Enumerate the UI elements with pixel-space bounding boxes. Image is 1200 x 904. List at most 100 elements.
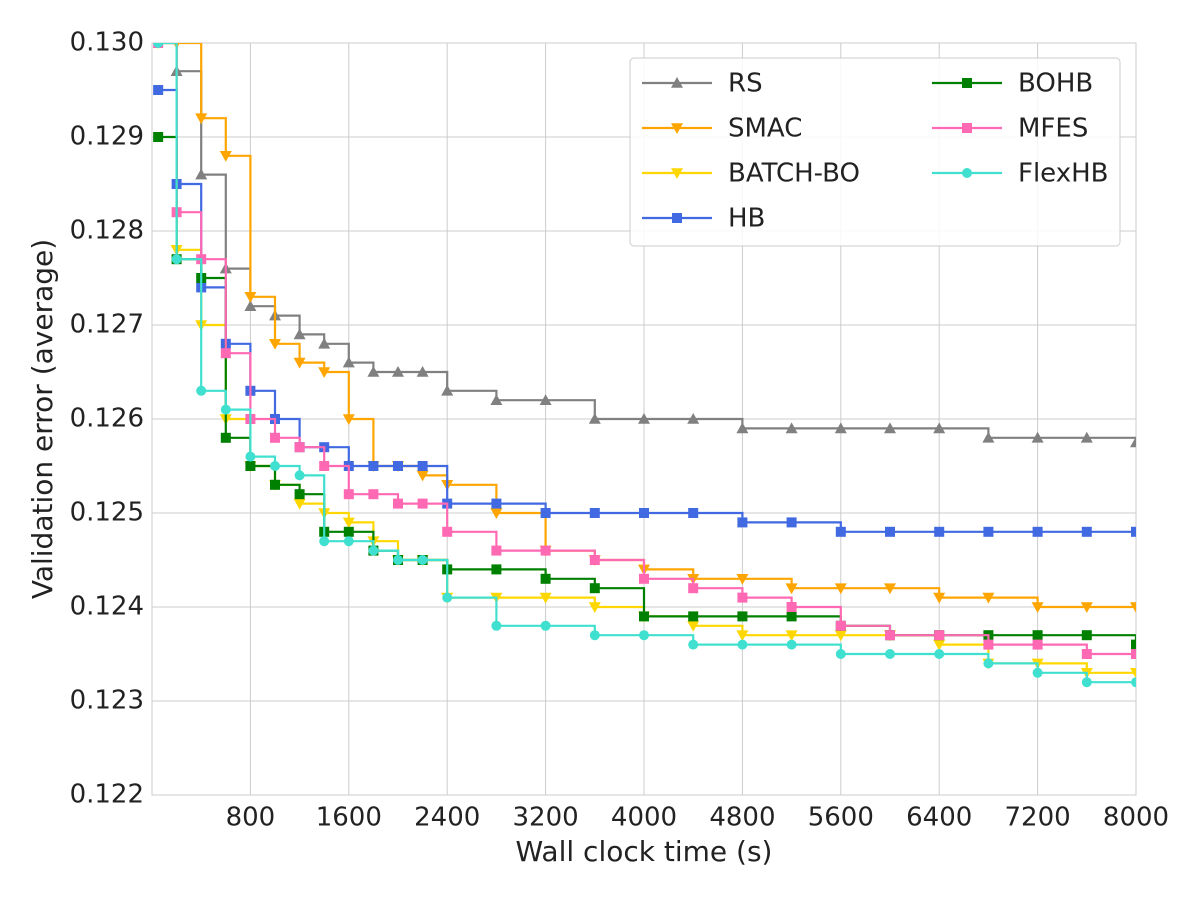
marker xyxy=(245,451,256,462)
marker xyxy=(933,639,946,651)
marker xyxy=(737,639,748,650)
series-line xyxy=(175,43,1136,443)
x-tick-label: 3200 xyxy=(513,803,579,833)
marker xyxy=(416,470,429,482)
legend-label: SMAC xyxy=(728,114,802,144)
marker xyxy=(1081,677,1092,688)
marker xyxy=(220,404,231,415)
marker xyxy=(1131,677,1136,688)
marker xyxy=(171,254,182,265)
marker xyxy=(639,573,649,584)
marker xyxy=(319,536,330,547)
marker xyxy=(342,356,355,368)
marker xyxy=(244,292,257,303)
x-tick-label: 1600 xyxy=(316,803,382,833)
marker xyxy=(982,592,995,604)
marker xyxy=(294,470,305,481)
marker xyxy=(688,639,699,650)
marker xyxy=(342,414,355,425)
marker xyxy=(417,498,428,509)
marker xyxy=(270,479,280,490)
marker xyxy=(220,432,231,443)
marker xyxy=(785,422,798,434)
marker xyxy=(294,489,305,500)
marker xyxy=(152,0,164,2)
marker xyxy=(220,348,231,359)
x-tick-label: 6400 xyxy=(906,803,972,833)
x-tick-label: 8000 xyxy=(1103,803,1169,833)
marker xyxy=(588,413,601,424)
marker xyxy=(639,508,649,518)
marker xyxy=(319,461,330,471)
y-tick-label: 0.129 xyxy=(70,122,144,152)
x-axis-label: Wall clock time (s) xyxy=(516,835,773,868)
marker xyxy=(442,526,453,537)
marker xyxy=(834,583,847,595)
x-tick-label: 5600 xyxy=(808,803,874,833)
marker xyxy=(490,394,503,405)
marker xyxy=(1130,602,1136,613)
marker xyxy=(490,508,503,519)
y-tick-label: 0.128 xyxy=(70,216,144,246)
legend-marker xyxy=(962,123,972,133)
marker xyxy=(1031,431,1044,443)
marker xyxy=(885,649,895,659)
marker xyxy=(785,583,798,595)
marker xyxy=(368,489,379,500)
marker xyxy=(343,489,354,500)
y-tick-label: 0.124 xyxy=(70,592,144,622)
marker xyxy=(884,422,896,434)
legend: RS SMAC BATCH-BO HB BOHB MFES FlexHB xyxy=(629,57,1121,247)
marker xyxy=(153,85,164,95)
marker xyxy=(195,168,208,180)
marker xyxy=(1081,526,1092,537)
marker xyxy=(1131,526,1136,537)
x-tick-label: 4800 xyxy=(709,803,775,833)
marker xyxy=(983,526,994,537)
marker xyxy=(442,592,453,603)
marker xyxy=(540,508,551,518)
marker xyxy=(269,339,281,350)
marker xyxy=(540,620,551,631)
legend-marker xyxy=(671,123,683,134)
marker xyxy=(589,583,600,594)
marker xyxy=(441,384,454,396)
marker xyxy=(393,498,403,509)
marker xyxy=(293,357,306,369)
y-tick-label: 0.126 xyxy=(70,404,144,434)
marker xyxy=(539,394,552,405)
y-tick-label: 0.122 xyxy=(70,780,144,810)
marker xyxy=(1081,630,1092,641)
marker xyxy=(343,536,354,547)
marker xyxy=(1131,649,1136,659)
marker xyxy=(1130,668,1136,679)
series-layer xyxy=(152,0,1136,688)
marker xyxy=(1131,639,1136,650)
marker xyxy=(983,639,994,650)
y-tick-label: 0.127 xyxy=(70,310,144,340)
marker xyxy=(153,43,164,48)
marker xyxy=(1032,667,1043,678)
marker xyxy=(688,583,699,594)
marker xyxy=(393,461,403,471)
legend-box xyxy=(629,57,1121,247)
marker xyxy=(1081,649,1092,659)
marker xyxy=(835,526,846,537)
marker xyxy=(589,508,600,518)
marker xyxy=(392,366,404,377)
marker xyxy=(885,526,895,537)
marker xyxy=(687,413,700,424)
legend-marker xyxy=(962,168,972,178)
marker xyxy=(1031,602,1044,613)
marker xyxy=(687,621,700,632)
marker xyxy=(834,422,847,434)
marker xyxy=(639,611,649,622)
x-tick-label: 4000 xyxy=(611,803,677,833)
marker xyxy=(416,366,429,377)
legend-label: RS xyxy=(728,69,763,99)
marker xyxy=(786,611,797,622)
legend-label: BOHB xyxy=(1018,69,1093,99)
marker xyxy=(835,620,846,631)
marker xyxy=(785,630,798,642)
